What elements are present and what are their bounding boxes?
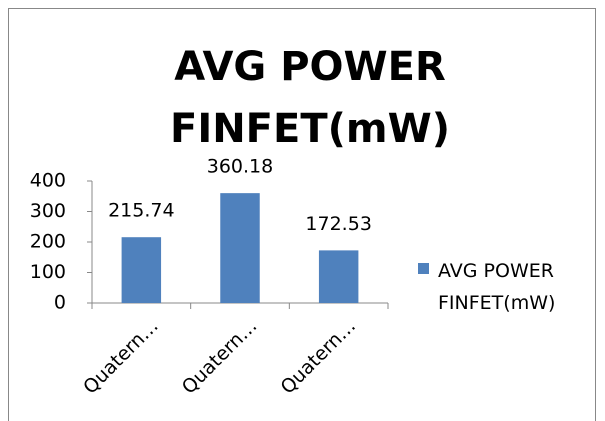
chart-title: AVG POWER FINFET(mW) <box>170 44 450 152</box>
data-label: 172.53 <box>305 213 371 235</box>
y-tick-label: 100 <box>30 261 66 283</box>
x-tick-label: Quatern… <box>79 315 163 399</box>
bar <box>121 237 162 303</box>
x-tick-label: Quatern… <box>276 315 360 399</box>
data-label: 215.74 <box>108 200 174 222</box>
y-tick-label: 400 <box>30 170 66 192</box>
legend-swatch <box>418 263 429 274</box>
chart-frame <box>8 8 596 421</box>
legend-label: AVG POWER FINFET(mW) <box>438 260 556 314</box>
bar <box>318 250 359 303</box>
bar <box>220 193 260 303</box>
y-tick-label: 200 <box>30 231 66 253</box>
x-tick-label: Quatern… <box>178 315 262 399</box>
y-tick-label: 300 <box>30 200 66 222</box>
y-tick-label: 0 <box>54 292 66 314</box>
data-label: 360.18 <box>207 156 273 178</box>
